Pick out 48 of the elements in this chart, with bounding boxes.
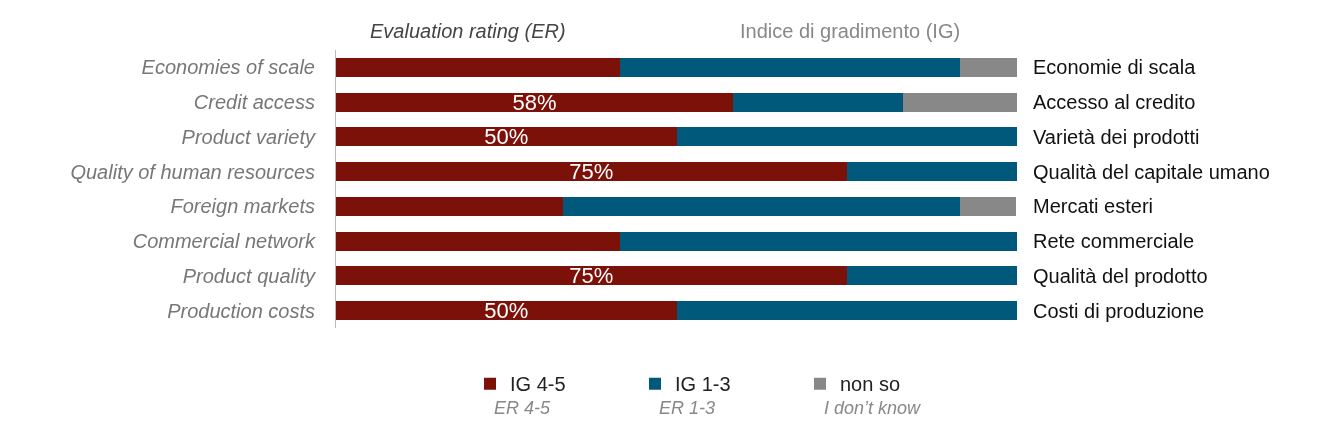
y-tick-label: Foreign markets (170, 195, 315, 218)
y2-tick-label: Qualità del prodotto (1033, 265, 1208, 287)
y-tick-label: Quality of human resources (70, 160, 315, 183)
data-label: 75% (569, 159, 614, 185)
data-label: 50% (484, 298, 529, 324)
bar (336, 196, 563, 216)
y2-tick-label: Qualità del capitale umano (1033, 161, 1270, 183)
data-label: 75% (569, 263, 614, 289)
y-tick-label: Commercial network (132, 230, 316, 253)
text: Indice di gradimento (IG) (740, 20, 961, 42)
legend-label: non so (840, 373, 901, 396)
y-tick-label: Production costs (167, 299, 315, 322)
bar (336, 266, 847, 286)
bar (336, 57, 620, 77)
bar (733, 92, 904, 112)
y2-tick-label: Rete commerciale (1033, 230, 1195, 252)
text: ER 4-5 (494, 398, 552, 418)
y-tick-label: Credit access (193, 91, 315, 114)
bar (846, 162, 1017, 182)
bar (959, 196, 1017, 216)
bar (619, 231, 1017, 251)
y2-tick-label: Varietà dei prodotti (1033, 126, 1200, 148)
legend-label: IG 1-3 (675, 373, 731, 396)
bar (846, 266, 1017, 286)
bar (562, 196, 960, 216)
text: ER 1-3 (659, 398, 716, 418)
y-tick-label: Product quality (182, 264, 316, 287)
y-tick-label: Product variety (181, 125, 316, 148)
bar (336, 231, 620, 251)
bar (676, 127, 1017, 147)
bar (676, 301, 1017, 321)
data-label: 58% (512, 89, 557, 115)
y2-tick-label: Accesso al credito (1033, 91, 1196, 113)
bar (336, 92, 734, 112)
bar (903, 92, 1017, 112)
y-tick-label: Economies of scale (141, 56, 315, 79)
y2-tick-label: Economie di scala (1033, 56, 1197, 78)
legend-label: IG 4-5 (510, 373, 566, 396)
bar (960, 57, 1017, 77)
bar (619, 57, 961, 77)
text: Evaluation rating (ER) (370, 20, 566, 42)
bar (336, 162, 847, 182)
bar (336, 127, 677, 147)
bar (336, 301, 677, 321)
text: I don’t know (824, 398, 922, 418)
y2-tick-label: Costi di produzione (1033, 300, 1205, 322)
y2-tick-label: Mercati esteri (1033, 195, 1154, 217)
data-label: 50% (484, 124, 529, 150)
